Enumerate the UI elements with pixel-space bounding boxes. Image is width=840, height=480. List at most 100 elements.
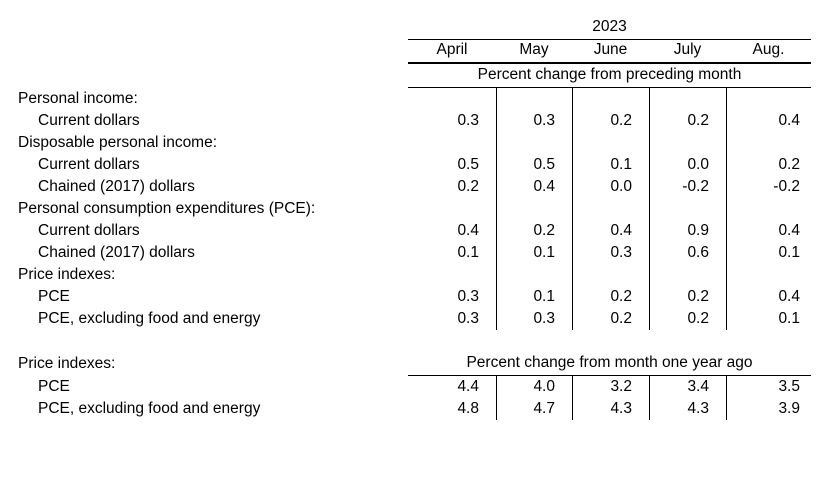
value-cell bbox=[496, 132, 572, 154]
table-row: Personal income: bbox=[0, 88, 840, 110]
value-cell: 0.2 bbox=[496, 220, 572, 242]
value-cell bbox=[649, 198, 726, 220]
value-cell: 3.2 bbox=[572, 376, 649, 398]
value-cell: 0.2 bbox=[649, 308, 726, 330]
value-cell: 0.9 bbox=[649, 220, 726, 242]
row-label: Current dollars bbox=[38, 112, 140, 129]
value-cell bbox=[726, 198, 811, 220]
value-cell: 0.3 bbox=[457, 112, 479, 129]
month-header-row: April May June July Aug. bbox=[0, 40, 840, 64]
value-cell: 0.6 bbox=[649, 242, 726, 264]
table-row: Current dollars 0.4 0.2 0.4 0.9 0.4 bbox=[0, 220, 840, 242]
month-header-june: June bbox=[572, 40, 649, 64]
month-header-april: April bbox=[408, 40, 496, 64]
value-cell: 4.7 bbox=[496, 398, 572, 420]
yearly-section-heading: Price indexes: bbox=[18, 355, 116, 372]
value-cell bbox=[496, 198, 572, 220]
row-label: PCE, excluding food and energy bbox=[38, 310, 261, 327]
value-cell: 4.3 bbox=[572, 398, 649, 420]
value-cell bbox=[649, 264, 726, 286]
personal-income-table: 2023 April May June July Aug. Percent ch… bbox=[0, 14, 840, 420]
yearly-rows-group: PCE 4.4 4.0 3.2 3.4 3.5 PCE, excluding food an… bbox=[0, 376, 840, 420]
table-row: Personal consumption expenditures (PCE): bbox=[0, 198, 840, 220]
row-label: Personal income: bbox=[18, 90, 138, 107]
value-cell: 0.3 bbox=[457, 310, 479, 327]
year-header: 2023 bbox=[408, 14, 811, 40]
row-label: Current dollars bbox=[38, 156, 140, 173]
value-cell: 4.4 bbox=[457, 378, 479, 395]
value-cell: 0.3 bbox=[572, 242, 649, 264]
value-cell bbox=[726, 264, 811, 286]
value-cell: 4.8 bbox=[457, 400, 479, 417]
value-cell: 0.5 bbox=[457, 156, 479, 173]
value-cell: 4.3 bbox=[649, 398, 726, 420]
month-header-aug: Aug. bbox=[726, 40, 811, 64]
value-cell bbox=[496, 88, 572, 110]
value-cell: 3.9 bbox=[726, 398, 811, 420]
table-row: Disposable personal income: bbox=[0, 132, 840, 154]
value-cell: 0.2 bbox=[649, 110, 726, 132]
row-label: Chained (2017) dollars bbox=[38, 178, 195, 195]
monthly-rows-group: Personal income: Current dollars 0.3 0.3 0.2… bbox=[0, 88, 840, 330]
monthly-unit-row: Percent change from preceding month bbox=[0, 64, 840, 88]
value-cell: 3.4 bbox=[649, 376, 726, 398]
value-cell: 3.5 bbox=[726, 376, 811, 398]
table-row: Current dollars 0.5 0.5 0.1 0.0 0.2 bbox=[0, 154, 840, 176]
month-header-july: July bbox=[649, 40, 726, 64]
table-row: PCE 0.3 0.1 0.2 0.2 0.4 bbox=[0, 286, 840, 308]
value-cell: 0.2 bbox=[572, 308, 649, 330]
table-row: PCE, excluding food and energy 4.8 4.7 4.3 4… bbox=[0, 398, 840, 420]
value-cell bbox=[649, 88, 726, 110]
row-label: Disposable personal income: bbox=[18, 134, 218, 151]
value-cell: 0.4 bbox=[457, 222, 479, 239]
value-cell: 0.2 bbox=[649, 286, 726, 308]
month-header-may: May bbox=[496, 40, 572, 64]
value-cell: 0.2 bbox=[457, 178, 479, 195]
yearly-unit-label: Percent change from month one year ago bbox=[408, 348, 811, 376]
row-label: Price indexes: bbox=[18, 266, 116, 283]
value-cell: 0.2 bbox=[572, 110, 649, 132]
monthly-unit-label: Percent change from preceding month bbox=[408, 64, 811, 88]
value-cell bbox=[408, 132, 496, 154]
table-row: Chained (2017) dollars 0.1 0.1 0.3 0.6 0.1 bbox=[0, 242, 840, 264]
row-label: Personal consumption expenditures (PCE): bbox=[18, 200, 316, 217]
value-cell: 0.3 bbox=[457, 288, 479, 305]
label-column-spacer bbox=[0, 14, 408, 40]
value-cell bbox=[408, 198, 496, 220]
value-cell: 0.3 bbox=[496, 110, 572, 132]
row-label: Current dollars bbox=[38, 222, 140, 239]
value-cell: 0.4 bbox=[572, 220, 649, 242]
value-cell: 0.1 bbox=[726, 242, 811, 264]
value-cell bbox=[726, 88, 811, 110]
value-cell: 0.0 bbox=[649, 154, 726, 176]
row-label: PCE bbox=[38, 378, 70, 395]
table-row: Price indexes: bbox=[0, 264, 840, 286]
value-cell: 0.1 bbox=[496, 286, 572, 308]
table-row: PCE, excluding food and energy 0.3 0.3 0.2 0… bbox=[0, 308, 840, 330]
value-cell: -0.2 bbox=[649, 176, 726, 198]
value-cell bbox=[649, 132, 726, 154]
value-cell: -0.2 bbox=[726, 176, 811, 198]
value-cell bbox=[572, 132, 649, 154]
label-column-spacer bbox=[0, 40, 408, 64]
value-cell bbox=[496, 264, 572, 286]
row-label: PCE bbox=[38, 288, 70, 305]
value-cell: 0.3 bbox=[496, 308, 572, 330]
value-cell: 0.2 bbox=[726, 154, 811, 176]
value-cell: 0.1 bbox=[457, 244, 479, 261]
value-cell: 0.2 bbox=[572, 286, 649, 308]
row-label: Chained (2017) dollars bbox=[38, 244, 195, 261]
value-cell: 0.4 bbox=[726, 286, 811, 308]
value-cell: 0.1 bbox=[496, 242, 572, 264]
value-cell bbox=[408, 264, 496, 286]
label-column-spacer bbox=[0, 64, 408, 88]
value-cell bbox=[572, 88, 649, 110]
table-row: PCE 4.4 4.0 3.2 3.4 3.5 bbox=[0, 376, 840, 398]
value-cell bbox=[572, 264, 649, 286]
value-cell bbox=[408, 88, 496, 110]
value-cell: 4.0 bbox=[496, 376, 572, 398]
value-cell: 0.4 bbox=[496, 176, 572, 198]
value-cell: 0.1 bbox=[572, 154, 649, 176]
table-row: Chained (2017) dollars 0.2 0.4 0.0 -0.2 -0.2 bbox=[0, 176, 840, 198]
